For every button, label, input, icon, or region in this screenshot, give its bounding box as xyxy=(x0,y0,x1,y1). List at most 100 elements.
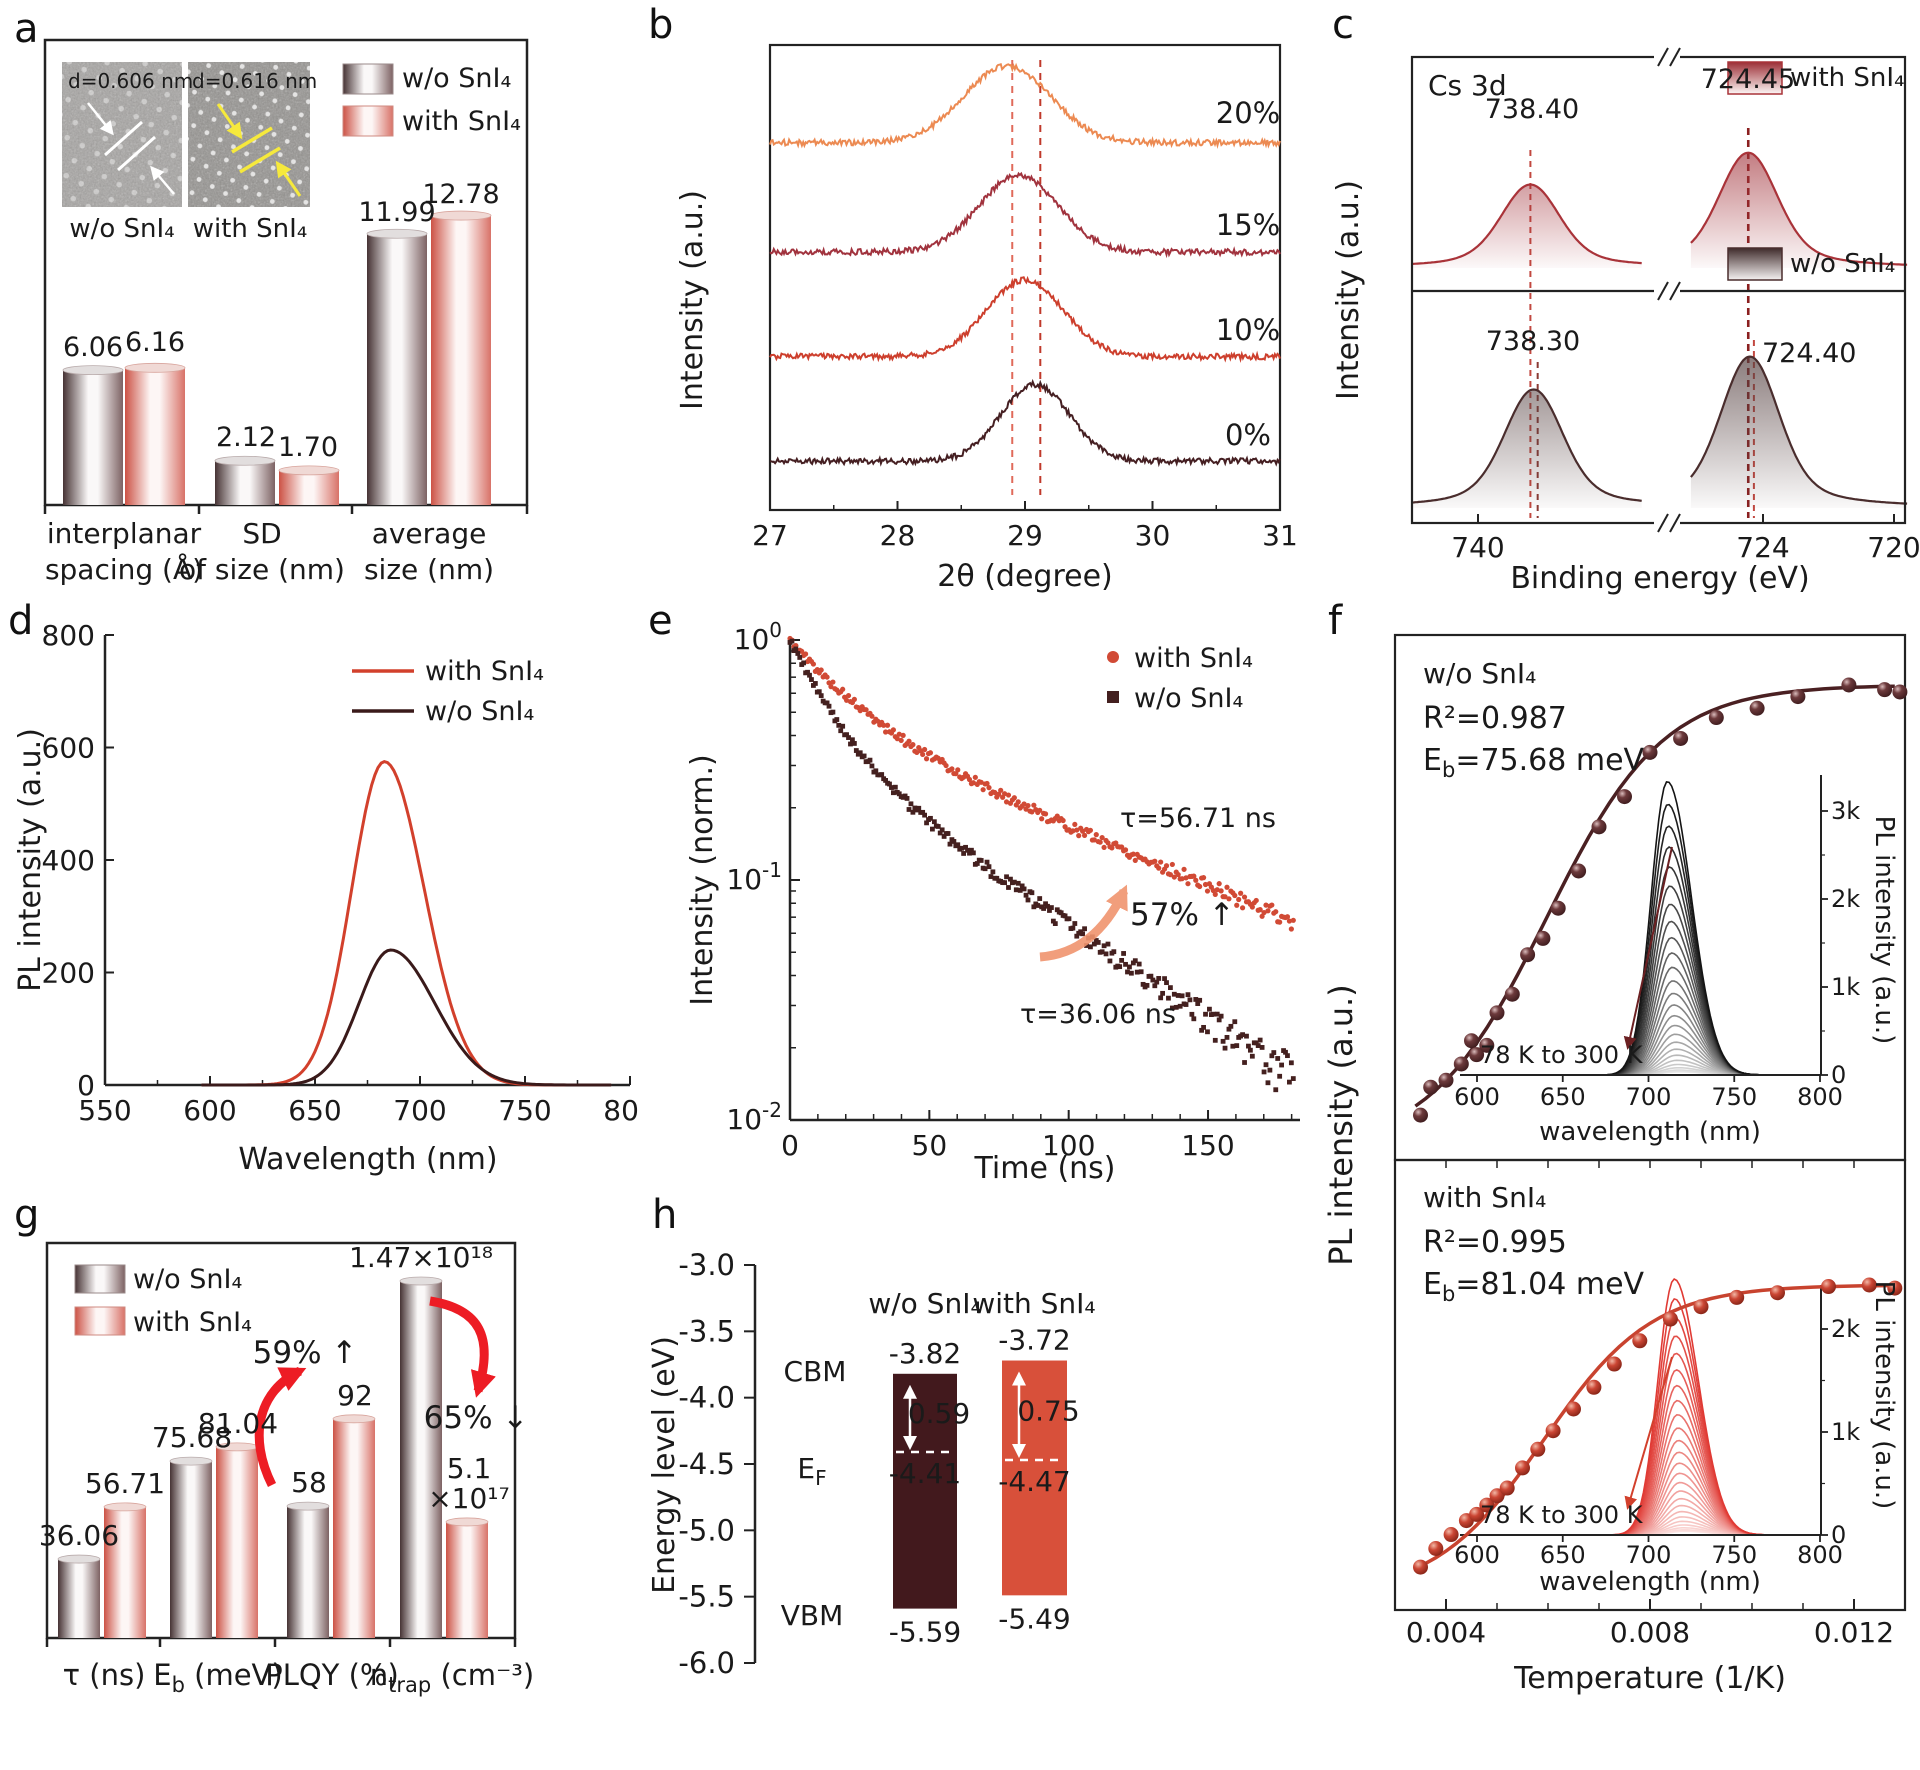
gap-value: 0.59 xyxy=(908,1397,970,1430)
data-point xyxy=(1277,1073,1283,1079)
panel-e: 100 10-1 10-2 0 50 100 150 with SnI₄ w/o SnI₄ … xyxy=(640,595,1320,1185)
data-point xyxy=(984,780,990,787)
peak-label: 738.40 xyxy=(1485,94,1579,125)
inset-x-tick-label: 750 xyxy=(1711,1541,1757,1569)
data-point xyxy=(1287,1079,1292,1085)
data-point xyxy=(1107,958,1113,964)
data-point-sphere xyxy=(1479,1037,1495,1053)
data-point xyxy=(1152,858,1158,864)
data-point xyxy=(1167,872,1174,878)
data-point xyxy=(1003,799,1010,805)
ef-value: -4.47 xyxy=(998,1465,1070,1498)
xps-chart: 740 724 720 Cs 3d with SnI₄ w/o SnI₄ 738.4… xyxy=(1331,47,1920,595)
data-point xyxy=(1232,892,1238,899)
data-point xyxy=(1179,993,1185,999)
data-point-sphere xyxy=(1428,1541,1444,1556)
legend-label-with: with SnI₄ xyxy=(1790,63,1905,93)
legend-swatch-wo xyxy=(1727,247,1783,281)
data-point xyxy=(1156,976,1162,981)
data-point-sphere xyxy=(1790,689,1806,705)
panel-label-a: a xyxy=(14,6,39,52)
data-point xyxy=(1177,1003,1183,1009)
data-point xyxy=(1226,896,1232,902)
data-point xyxy=(1238,890,1244,896)
tick-exponent: 0 xyxy=(769,618,782,642)
y-axis-label: Energy level (eV) xyxy=(647,1336,682,1594)
bar-value: 75.68 xyxy=(152,1421,232,1454)
ef-value: -4.41 xyxy=(889,1457,961,1490)
inset-x-tick-label: 700 xyxy=(1626,1083,1672,1111)
data-point xyxy=(1216,881,1222,887)
increase-arrow xyxy=(254,1366,307,1488)
data-point xyxy=(1201,1024,1206,1030)
data-point xyxy=(920,809,926,815)
data-point xyxy=(1185,881,1191,887)
data-point-sphere xyxy=(1571,863,1587,879)
x-tick-label: 724 xyxy=(1736,531,1789,564)
data-point xyxy=(1222,894,1228,900)
tick-mantissa: 10 xyxy=(726,1103,762,1136)
data-point-sphere xyxy=(1729,1289,1745,1305)
data-point xyxy=(1105,840,1111,846)
data-point xyxy=(1158,995,1164,1001)
data-point xyxy=(1232,1019,1238,1025)
panel-label-f: f xyxy=(1328,598,1343,644)
data-point xyxy=(1168,985,1173,991)
legend-swatch-with xyxy=(74,1306,126,1336)
data-point xyxy=(1249,1053,1255,1059)
data-point xyxy=(1021,886,1027,892)
data-point xyxy=(1013,887,1019,893)
data-point xyxy=(1288,926,1294,932)
data-point xyxy=(1269,1053,1275,1059)
data-point xyxy=(1285,1053,1290,1059)
bar-value: ×10¹⁷ xyxy=(428,1482,510,1515)
category-label: interplanar xyxy=(47,517,202,550)
x-tick-label: 720 xyxy=(1867,531,1920,564)
data-point xyxy=(1234,902,1240,908)
data-point xyxy=(1132,857,1138,863)
data-point xyxy=(1263,902,1269,908)
panel-a: w/o SnI₄ with SnI₄ d=0.606 nm d=0.616 nm… xyxy=(0,0,640,595)
x-tick-label: 600 xyxy=(183,1094,236,1127)
data-point xyxy=(1257,907,1263,913)
xps-curve xyxy=(1412,388,1642,504)
panel-g: w/o SnI₄ with SnI₄ 36.06 56.71 75.68 81.… xyxy=(0,1185,640,1770)
data-point xyxy=(965,847,970,853)
data-point-sphere xyxy=(1642,744,1658,760)
data-point xyxy=(889,785,894,790)
lattice-arrow xyxy=(275,160,302,197)
eb-annotation-wo: Eb=75.68 meV xyxy=(1423,743,1645,782)
data-point xyxy=(1212,891,1218,897)
data-point-sphere xyxy=(1606,1356,1622,1372)
xps-fill xyxy=(1412,389,1642,508)
data-point xyxy=(1175,871,1181,878)
data-point xyxy=(931,819,937,825)
y-tick-label: -4.0 xyxy=(678,1381,735,1415)
gap-value: 0.75 xyxy=(1017,1394,1079,1427)
data-point xyxy=(863,707,869,713)
inset-y-tick-label: 2k xyxy=(1831,885,1860,913)
data-point xyxy=(928,815,933,821)
data-point xyxy=(1150,977,1156,983)
data-point xyxy=(1210,1011,1216,1017)
data-point xyxy=(834,717,840,722)
data-point xyxy=(927,750,934,756)
axis-break-mark xyxy=(1669,281,1681,301)
bar xyxy=(333,1418,375,1638)
data-point-sphere xyxy=(1566,1401,1581,1417)
legend-label-with: with SnI₄ xyxy=(133,1307,252,1338)
data-point xyxy=(1166,995,1171,1001)
legend-label-wo: w/o SnI₄ xyxy=(1134,683,1243,714)
inset-x-tick-label: 650 xyxy=(1540,1541,1586,1569)
bar xyxy=(216,1446,258,1638)
data-point xyxy=(892,784,898,790)
row-label-ef: EF xyxy=(797,1452,826,1490)
y-tick-label: 600 xyxy=(42,732,95,765)
data-point xyxy=(902,793,908,799)
data-point xyxy=(830,679,836,685)
data-point xyxy=(843,697,850,703)
data-point xyxy=(1154,979,1160,985)
cbm-value: -3.82 xyxy=(889,1337,961,1370)
data-point xyxy=(1195,1001,1201,1006)
data-point xyxy=(1039,816,1045,822)
